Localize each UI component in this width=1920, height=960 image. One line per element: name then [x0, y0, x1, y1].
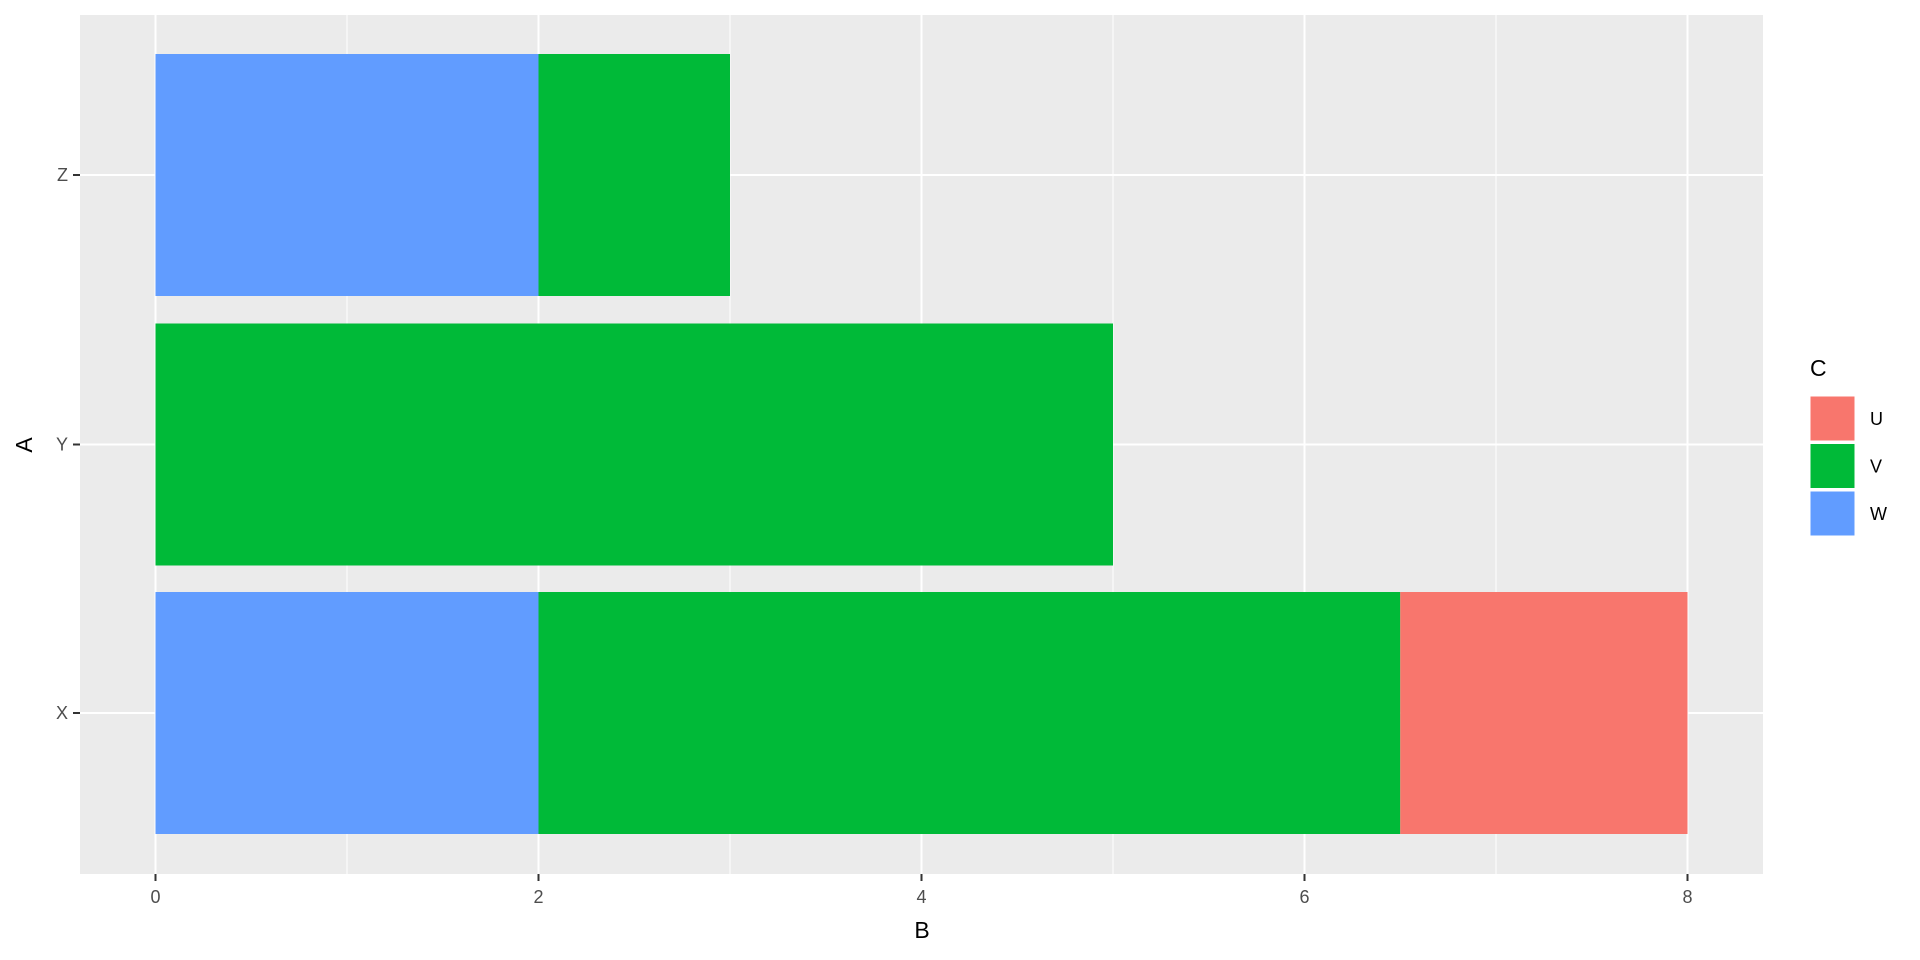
- legend-key-V: [1809, 443, 1856, 489]
- y-tick-label: Y: [56, 435, 68, 455]
- legend-key-W: [1809, 490, 1856, 537]
- bar-X-W: [155, 592, 539, 834]
- bar-X-U: [1400, 592, 1688, 834]
- x-tick-label: 6: [1299, 887, 1309, 907]
- x-tick-label: 0: [150, 887, 160, 907]
- x-tick-label: 4: [916, 887, 926, 907]
- bars: [155, 54, 1688, 834]
- x-tick-label: 2: [533, 887, 543, 907]
- bar-Z-V: [538, 54, 730, 296]
- x-tick-label: 8: [1682, 887, 1692, 907]
- legend-key-U: [1809, 395, 1856, 442]
- legend-label: V: [1870, 457, 1882, 477]
- bar-X-V: [538, 592, 1401, 834]
- bar-Z-W: [155, 54, 539, 296]
- legend-title: C: [1810, 355, 1827, 381]
- legend-label: U: [1870, 409, 1883, 429]
- y-tick-label: X: [56, 703, 68, 723]
- legend: C U V W: [1809, 355, 1887, 537]
- x-axis-title: B: [914, 917, 929, 943]
- bar-Y-V: [155, 323, 1113, 566]
- y-tick-label: Z: [57, 165, 68, 185]
- y-axis-title: A: [11, 437, 37, 453]
- legend-label: W: [1870, 504, 1887, 524]
- axes: 0 2 4 6 8 X Y Z: [56, 165, 1693, 907]
